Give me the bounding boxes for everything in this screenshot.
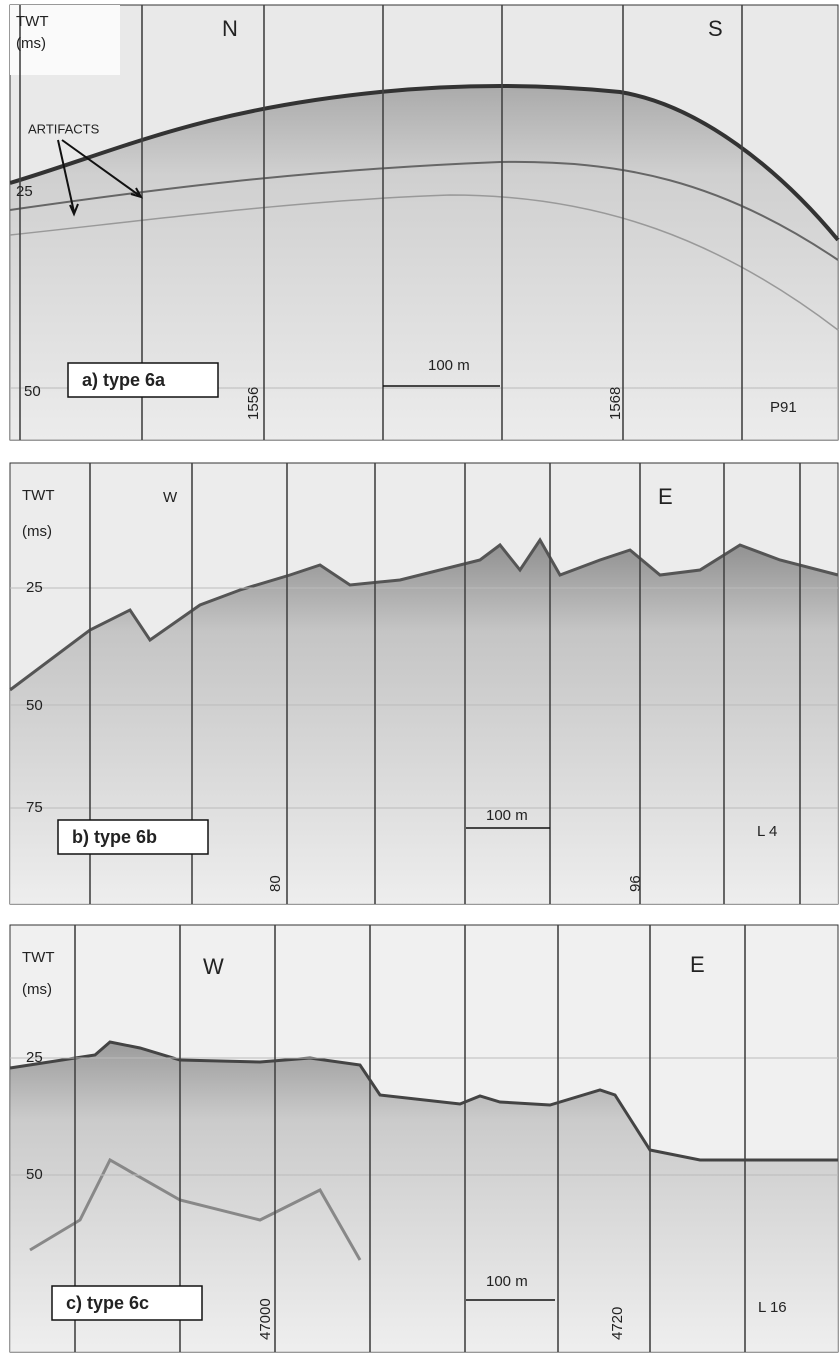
- line-id: L 16: [758, 1299, 787, 1316]
- depth-label: 25: [26, 1049, 43, 1066]
- panel-label: a) type 6a: [82, 370, 166, 390]
- seafloor-line: [9, 537, 839, 692]
- trace-label: 4720: [609, 1307, 626, 1340]
- label-box: [57, 819, 209, 855]
- direction: E: [690, 952, 705, 977]
- direction: E: [658, 484, 673, 509]
- trace-label: 1568: [607, 387, 624, 420]
- seafloor: [9, 84, 840, 242]
- trace-label: 1556: [245, 387, 262, 420]
- panel-label: c) type 6c: [66, 1293, 149, 1313]
- scale-label: 100 m: [486, 1273, 528, 1290]
- seafloor: [10, 1042, 838, 1352]
- direction: W: [203, 954, 224, 979]
- panel-label: b) type 6b: [72, 827, 157, 847]
- depth-label: 25: [16, 183, 33, 200]
- trace-label: 80: [267, 875, 284, 892]
- axis-unit: (ms): [22, 523, 52, 540]
- depth-label: 25: [26, 579, 43, 596]
- sediment: [10, 86, 838, 440]
- label-box: [67, 362, 219, 398]
- depth-label: 75: [26, 799, 43, 816]
- depth-label: 50: [26, 1166, 43, 1183]
- axis-label: TWT: [22, 949, 54, 966]
- annotation: ARTIFACTS: [28, 121, 100, 136]
- scale-label: 100 m: [428, 357, 470, 374]
- axis-label: TWT: [22, 487, 54, 504]
- axis-unit: (ms): [16, 35, 46, 52]
- trace-label: 47000: [257, 1298, 274, 1340]
- axis-unit: (ms): [22, 981, 52, 998]
- panel-c: TWT (ms) W E 25 50 c) type 6c 47000 4720…: [9, 924, 839, 1353]
- panel-a: TWT (ms) N S ARTIFACTS 25 50 a) type 6a …: [9, 4, 840, 441]
- panel-b: TWT (ms) W E 25 50 75 b) type 6b 80 96 1…: [9, 462, 839, 905]
- trace-lines: [74, 925, 746, 1352]
- direction: W: [163, 489, 178, 506]
- axis-label: TWT: [16, 13, 48, 30]
- seafloor: [10, 540, 838, 904]
- label-box: [51, 1285, 203, 1321]
- trace-label: 96: [627, 875, 644, 892]
- label-area: [10, 5, 120, 75]
- line-id: L 4: [757, 823, 777, 840]
- depth-label: 50: [24, 383, 41, 400]
- arrows: [57, 139, 144, 217]
- direction: S: [708, 16, 723, 41]
- line-id: P91: [770, 399, 797, 416]
- reflector: [9, 194, 839, 331]
- scale-label: 100 m: [486, 807, 528, 824]
- trace-lines: [89, 463, 801, 904]
- seafloor-line: [9, 1040, 838, 1162]
- direction: N: [222, 16, 238, 41]
- depth-label: 50: [26, 697, 43, 714]
